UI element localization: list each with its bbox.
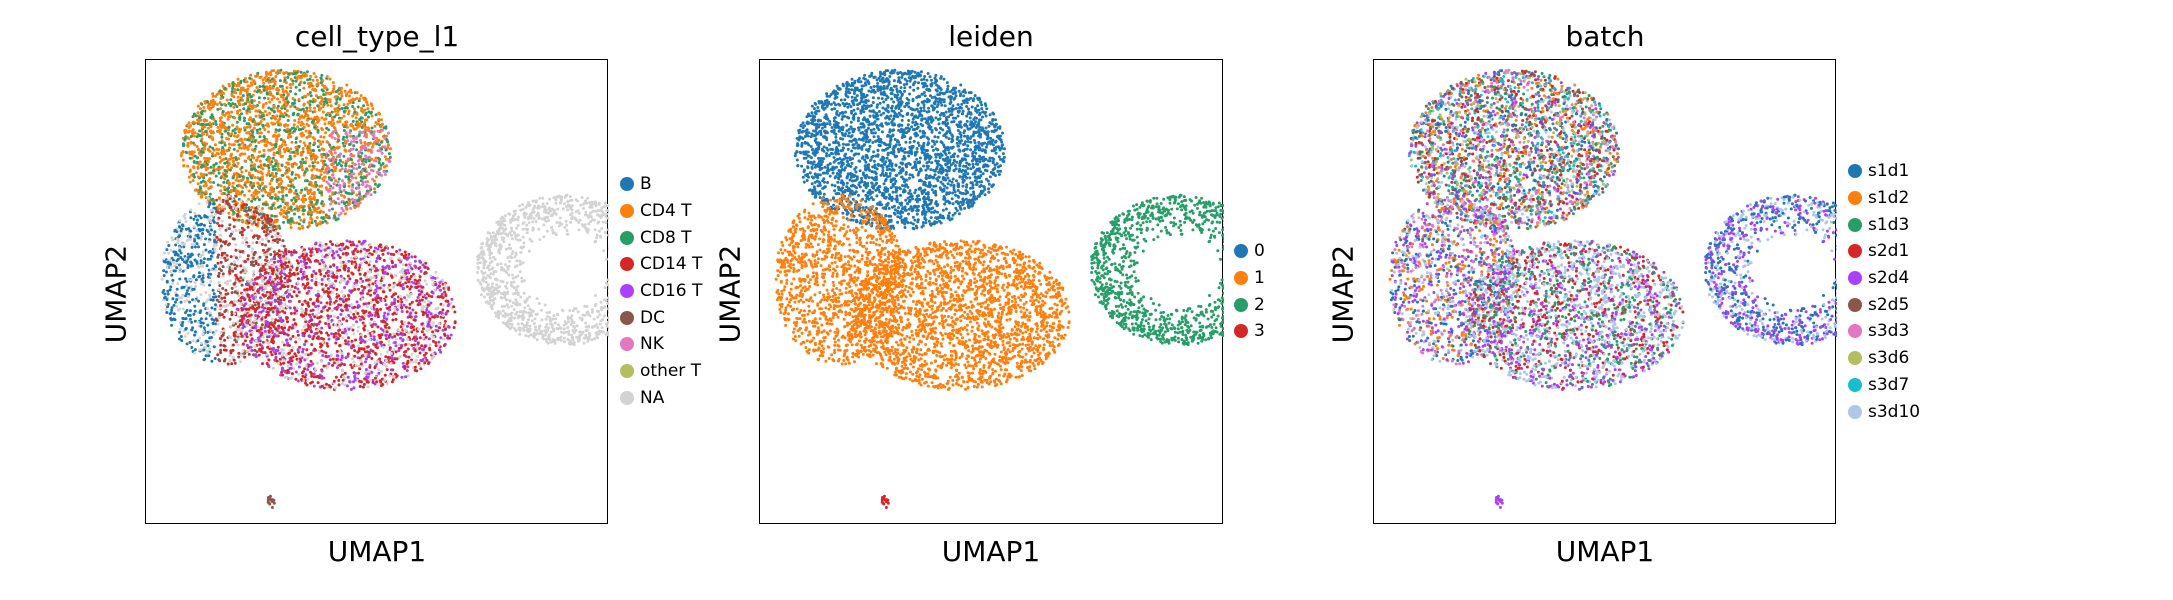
legend-marker [1848, 351, 1862, 366]
legend-item: 1 [1234, 265, 1265, 292]
legend-marker [1848, 297, 1862, 312]
legend-label: s1d3 [1868, 215, 1909, 235]
legend-item: s2d1 [1848, 238, 1920, 265]
legend-label: CD8 T [640, 228, 692, 248]
legend-label: s1d1 [1868, 161, 1909, 181]
legend-item: CD16 T [620, 278, 702, 305]
scatter-points [774, 68, 1224, 509]
legend: B CD4 T CD8 T CD14 T CD16 T DC NK other T NA [620, 171, 702, 411]
legend-marker [1234, 271, 1248, 286]
plot-area [759, 59, 1224, 524]
legend-label: CD16 T [640, 281, 702, 301]
legend-label: NK [640, 334, 664, 354]
legend-label: s2d1 [1868, 241, 1909, 261]
legend-marker [620, 284, 634, 299]
scatter-points [1388, 68, 1837, 509]
legend-item: 0 [1234, 238, 1265, 265]
legend-marker [1234, 244, 1248, 259]
legend-item: s3d6 [1848, 345, 1920, 372]
legend: 0 1 2 3 [1234, 238, 1265, 345]
legend-marker [1234, 324, 1248, 339]
legend-label: s2d5 [1868, 295, 1909, 315]
legend-label: other T [640, 361, 701, 381]
legend-label: NA [640, 388, 664, 408]
legend-label: 2 [1254, 295, 1265, 315]
legend-item: s3d7 [1848, 372, 1920, 399]
legend-label: s3d10 [1868, 402, 1920, 422]
legend-marker [1848, 164, 1862, 179]
plot-area [145, 59, 609, 524]
legend-item: s3d10 [1848, 398, 1920, 425]
legend-marker [1234, 297, 1248, 312]
legend-item: CD14 T [620, 251, 702, 278]
chart-title: leiden [948, 20, 1034, 53]
legend-item: s3d3 [1848, 318, 1920, 345]
legend-label: CD14 T [640, 254, 702, 274]
legend-item: other T [620, 358, 702, 385]
legend-item: DC [620, 304, 702, 331]
x-axis-label: UMAP1 [328, 535, 427, 568]
legend-item: B [620, 171, 702, 198]
legend-item: CD4 T [620, 198, 702, 225]
legend-label: 3 [1254, 321, 1265, 341]
legend-item: 3 [1234, 318, 1265, 345]
legend-label: CD4 T [640, 201, 692, 221]
legend-label: s3d7 [1868, 375, 1909, 395]
legend-marker [620, 364, 634, 379]
y-axis-label: UMAP2 [1327, 245, 1360, 344]
legend-marker [1848, 244, 1862, 259]
legend-marker [620, 230, 634, 245]
legend-label: B [640, 174, 652, 194]
chart-title: batch [1565, 20, 1644, 53]
legend-item: CD8 T [620, 224, 702, 251]
legend-item: s1d3 [1848, 211, 1920, 238]
legend-label: s1d2 [1868, 188, 1909, 208]
legend-marker [620, 177, 634, 192]
legend-marker [1848, 217, 1862, 232]
plot-area [1373, 59, 1837, 524]
legend-label: s3d6 [1868, 348, 1909, 368]
legend-label: 0 [1254, 241, 1265, 261]
legend-label: 1 [1254, 268, 1265, 288]
legend-marker [620, 257, 634, 272]
legend-marker [620, 204, 634, 219]
legend-label: s2d4 [1868, 268, 1909, 288]
panel-cell-type: cell_type_l1 UMAP2 UMAP1 B CD4 T CD8 T CD14… [0, 0, 703, 600]
legend: s1d1 s1d2 s1d3 s2d1 s2d4 s2d5 s3d3 s3d6 s3d7 s3d1… [1848, 158, 1920, 425]
legend-item: 2 [1234, 291, 1265, 318]
legend-item: NK [620, 331, 702, 358]
legend-marker [1848, 377, 1862, 392]
scatter-points [160, 68, 609, 509]
legend-item: s1d1 [1848, 158, 1920, 185]
legend-item: s1d2 [1848, 185, 1920, 212]
legend-marker [1848, 404, 1862, 419]
x-axis-label: UMAP1 [942, 535, 1041, 568]
legend-item: s2d5 [1848, 291, 1920, 318]
chart-title: cell_type_l1 [295, 20, 459, 53]
legend-item: NA [620, 385, 702, 412]
legend-item: s2d4 [1848, 265, 1920, 292]
legend-marker [620, 337, 634, 352]
legend-label: s3d3 [1868, 321, 1909, 341]
x-axis-label: UMAP1 [1556, 535, 1655, 568]
legend-marker [1848, 324, 1862, 339]
legend-marker [1848, 271, 1862, 286]
legend-marker [1848, 191, 1862, 206]
legend-label: DC [640, 308, 665, 328]
legend-marker [620, 390, 634, 405]
legend-marker [620, 310, 634, 325]
